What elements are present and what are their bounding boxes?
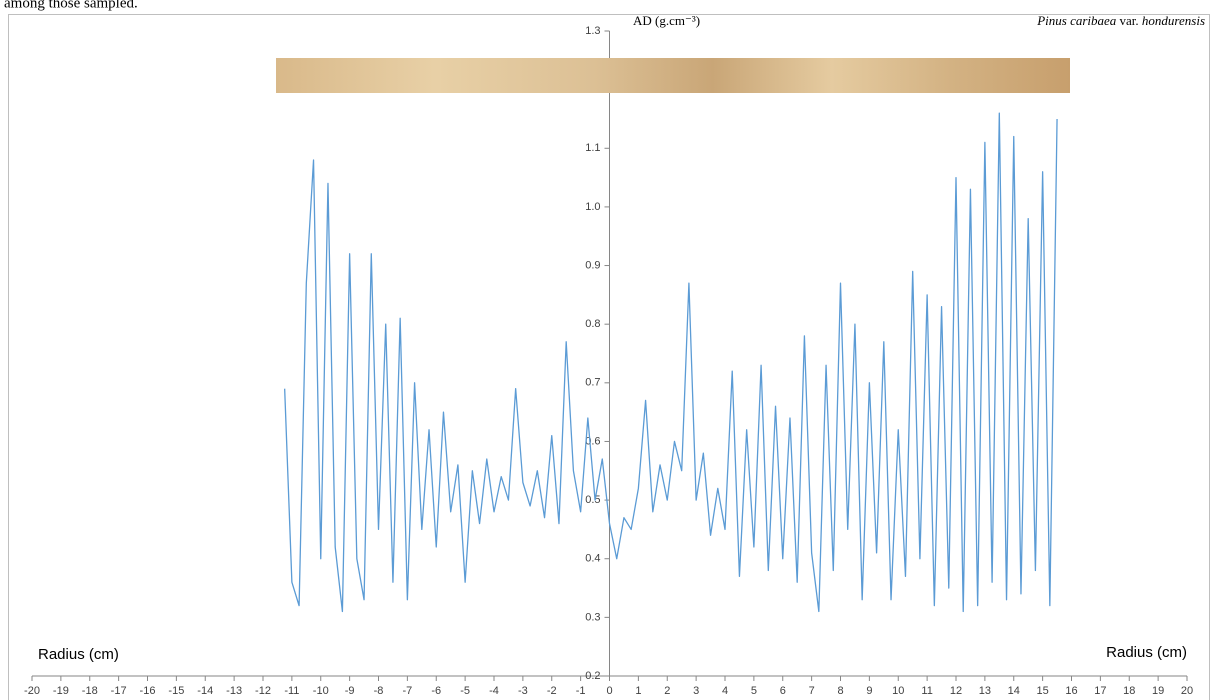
- y-tick-label: 1.3: [585, 25, 600, 37]
- x-tick-label: -1: [576, 685, 586, 697]
- wood-sample-image: [276, 58, 1070, 93]
- x-tick-label: 5: [751, 685, 757, 697]
- x-tick-label: 10: [892, 685, 904, 697]
- y-tick-label: 0.3: [585, 611, 600, 623]
- x-tick-label: -16: [140, 685, 156, 697]
- x-tick-label: 7: [809, 685, 815, 697]
- x-tick-label: -11: [284, 685, 299, 697]
- y-tick-label: 0.6: [585, 435, 600, 447]
- y-tick-label: 1.0: [585, 201, 600, 213]
- x-tick-label: -13: [226, 685, 242, 697]
- x-tick-label: 2: [664, 685, 670, 697]
- x-tick-label: 16: [1065, 685, 1077, 697]
- x-tick-label: 6: [780, 685, 786, 697]
- x-tick-label: -17: [111, 685, 127, 697]
- x-tick-label: 12: [950, 685, 962, 697]
- x-tick-label: -15: [168, 685, 184, 697]
- x-tick-label: 9: [866, 685, 872, 697]
- x-tick-label: -19: [53, 685, 69, 697]
- y-tick-label: 0.7: [585, 377, 600, 389]
- x-tick-label: -10: [313, 685, 329, 697]
- x-tick-label: 0: [606, 685, 612, 697]
- x-tick-label: -2: [547, 685, 557, 697]
- y-tick-label: 1.1: [585, 142, 600, 154]
- x-tick-label: 3: [693, 685, 699, 697]
- x-tick-label: 11: [921, 685, 932, 697]
- y-tick-label: 0.5: [585, 494, 600, 506]
- x-tick-label: -5: [460, 685, 470, 697]
- x-tick-label: -9: [345, 685, 355, 697]
- x-tick-label: 17: [1094, 685, 1106, 697]
- species-name: Pinus caribaea: [1036, 13, 1117, 28]
- caption-fragment: among those sampled.: [4, 0, 138, 11]
- y-tick-label: 0.2: [585, 670, 600, 682]
- x-tick-label: -6: [431, 685, 441, 697]
- x-tick-label: 4: [722, 685, 728, 697]
- x-tick-label: 14: [1008, 685, 1020, 697]
- x-axis-title-left: Radius (cm): [38, 646, 119, 663]
- x-tick-label: 18: [1123, 685, 1135, 697]
- x-tick-label: -3: [518, 685, 528, 697]
- x-tick-label: -4: [489, 685, 499, 697]
- x-tick-label: -12: [255, 685, 271, 697]
- x-tick-label: 15: [1037, 685, 1049, 697]
- y-tick-label: 0.9: [585, 259, 600, 271]
- x-tick-label: 19: [1152, 685, 1164, 697]
- density-line: [284, 112, 1058, 613]
- x-tick-label: -8: [374, 685, 384, 697]
- y-axis-title: AD (g.cm⁻³): [633, 13, 700, 28]
- y-tick-label: 0.8: [585, 318, 600, 330]
- x-tick-label: -18: [82, 685, 98, 697]
- x-tick-label: 13: [979, 685, 991, 697]
- x-tick-label: 1: [635, 685, 641, 697]
- plot-frame: [8, 14, 1210, 700]
- species-label: Pinus caribaea var. hondurensis: [1036, 13, 1205, 28]
- x-tick-label: -20: [24, 685, 40, 697]
- x-tick-label: 20: [1181, 685, 1193, 697]
- species-rank: var.: [1120, 13, 1139, 28]
- x-tick-label: 8: [837, 685, 843, 697]
- x-axis-title-right: Radius (cm): [1106, 644, 1187, 661]
- x-tick-label: -7: [402, 685, 412, 697]
- species-variety: hondurensis: [1142, 13, 1205, 28]
- y-tick-label: 0.4: [585, 553, 600, 565]
- x-tick-label: -14: [197, 685, 213, 697]
